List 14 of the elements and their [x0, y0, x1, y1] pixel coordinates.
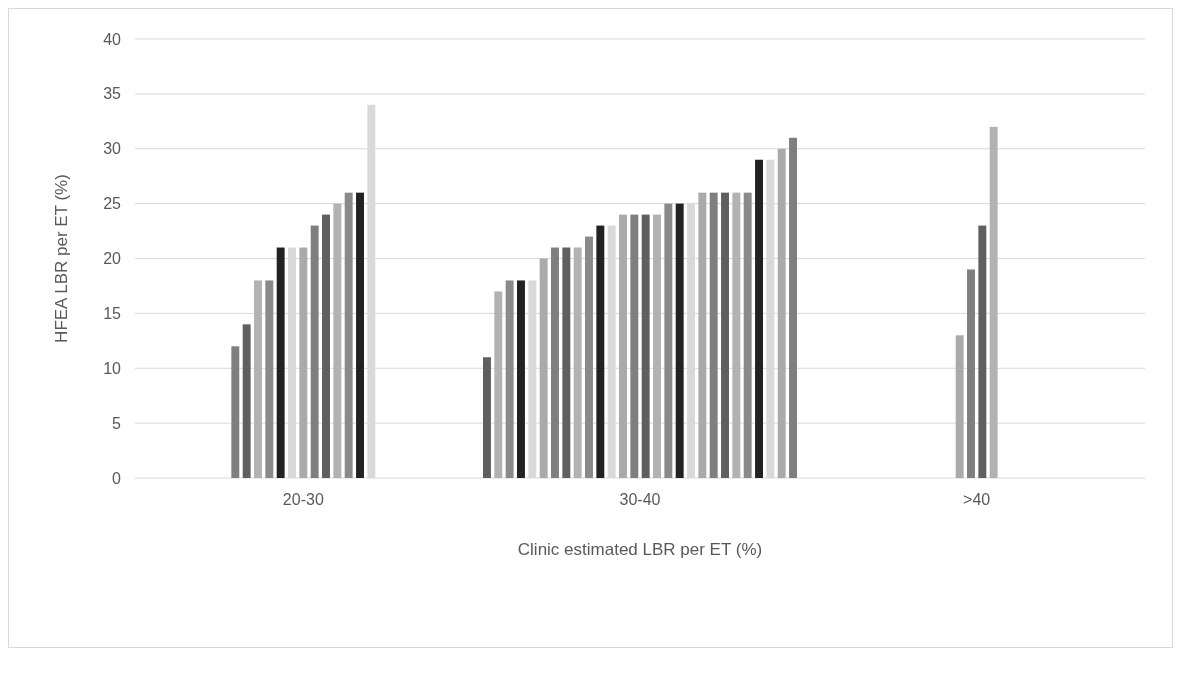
y-tick-label: 40	[103, 30, 122, 48]
y-tick-label: 20	[103, 250, 122, 268]
x-tick-label: 20-30	[282, 491, 324, 508]
x-tick-label: >40	[963, 491, 991, 508]
y-tick-label: 25	[103, 195, 122, 213]
y-tick-label: 30	[103, 140, 122, 158]
y-axis-title: HFEA LBR per ET (%)	[52, 174, 71, 343]
y-tick-label: 0	[112, 469, 122, 487]
y-tick-label: 5	[112, 414, 122, 432]
y-tick-label: 35	[103, 85, 122, 103]
x-tick-label: 30-40	[619, 491, 661, 508]
x-axis-title: Clinic estimated LBR per ET (%)	[517, 540, 763, 559]
y-tick-label: 10	[103, 359, 122, 377]
y-tick-label: 15	[103, 304, 122, 322]
